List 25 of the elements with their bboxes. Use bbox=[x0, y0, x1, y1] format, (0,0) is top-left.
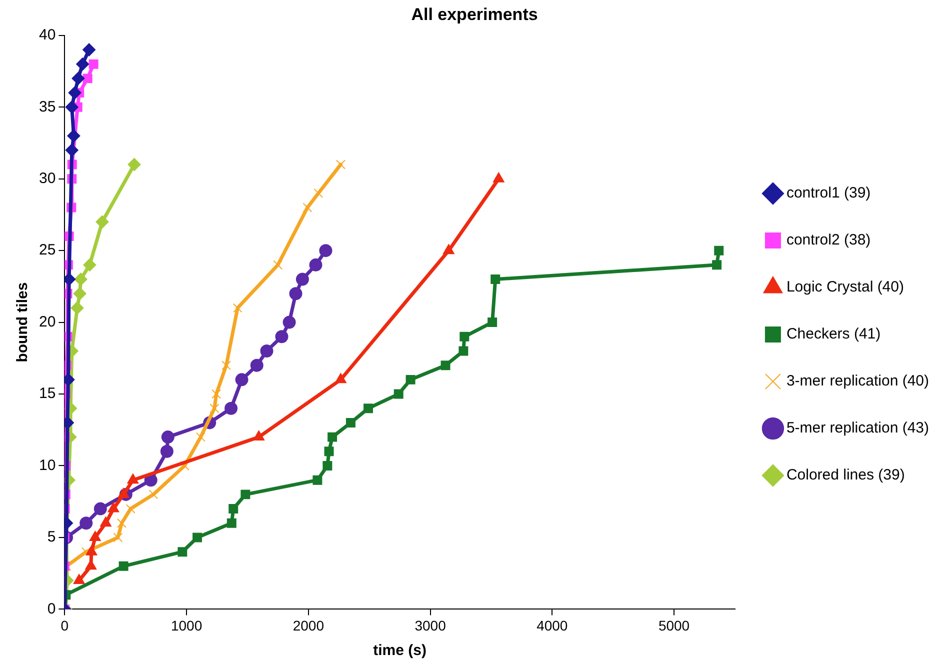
x-axis-title: time (s) bbox=[373, 642, 426, 660]
y-tick-label: 20 bbox=[38, 313, 56, 330]
x-tick-label: 1000 bbox=[170, 617, 202, 634]
y-tick-label: 10 bbox=[38, 456, 56, 474]
y-tick-label: 15 bbox=[38, 385, 56, 402]
y-tick-label: 25 bbox=[38, 242, 56, 259]
legend-label: Colored lines (39) bbox=[786, 466, 905, 484]
x-tick-label: 0 bbox=[60, 617, 69, 634]
x-tick-label: 3000 bbox=[414, 617, 446, 634]
y-tick-label: 40 bbox=[38, 26, 56, 44]
y-tick-label: 30 bbox=[38, 170, 56, 187]
x-tick-label: 5000 bbox=[658, 617, 690, 634]
legend-label: Checkers (41) bbox=[786, 326, 881, 343]
y-tick-label: 5 bbox=[47, 528, 56, 546]
legend-label: control2 (38) bbox=[786, 232, 871, 249]
y-tick-label: 0 bbox=[47, 600, 56, 618]
legend-label: 3-mer replication (40) bbox=[786, 372, 930, 390]
x-tick-label: 4000 bbox=[536, 617, 568, 634]
y-axis-title: bound tiles bbox=[14, 282, 32, 362]
legend-label: control1 (39) bbox=[786, 184, 871, 202]
x-tick-label: 2000 bbox=[292, 617, 324, 634]
y-tick-label: 35 bbox=[38, 98, 56, 116]
legend-label: 5-mer replication (43) bbox=[786, 420, 930, 437]
chart-title: All experiments bbox=[411, 4, 538, 24]
legend-label: Logic Crystal (40) bbox=[786, 278, 904, 296]
